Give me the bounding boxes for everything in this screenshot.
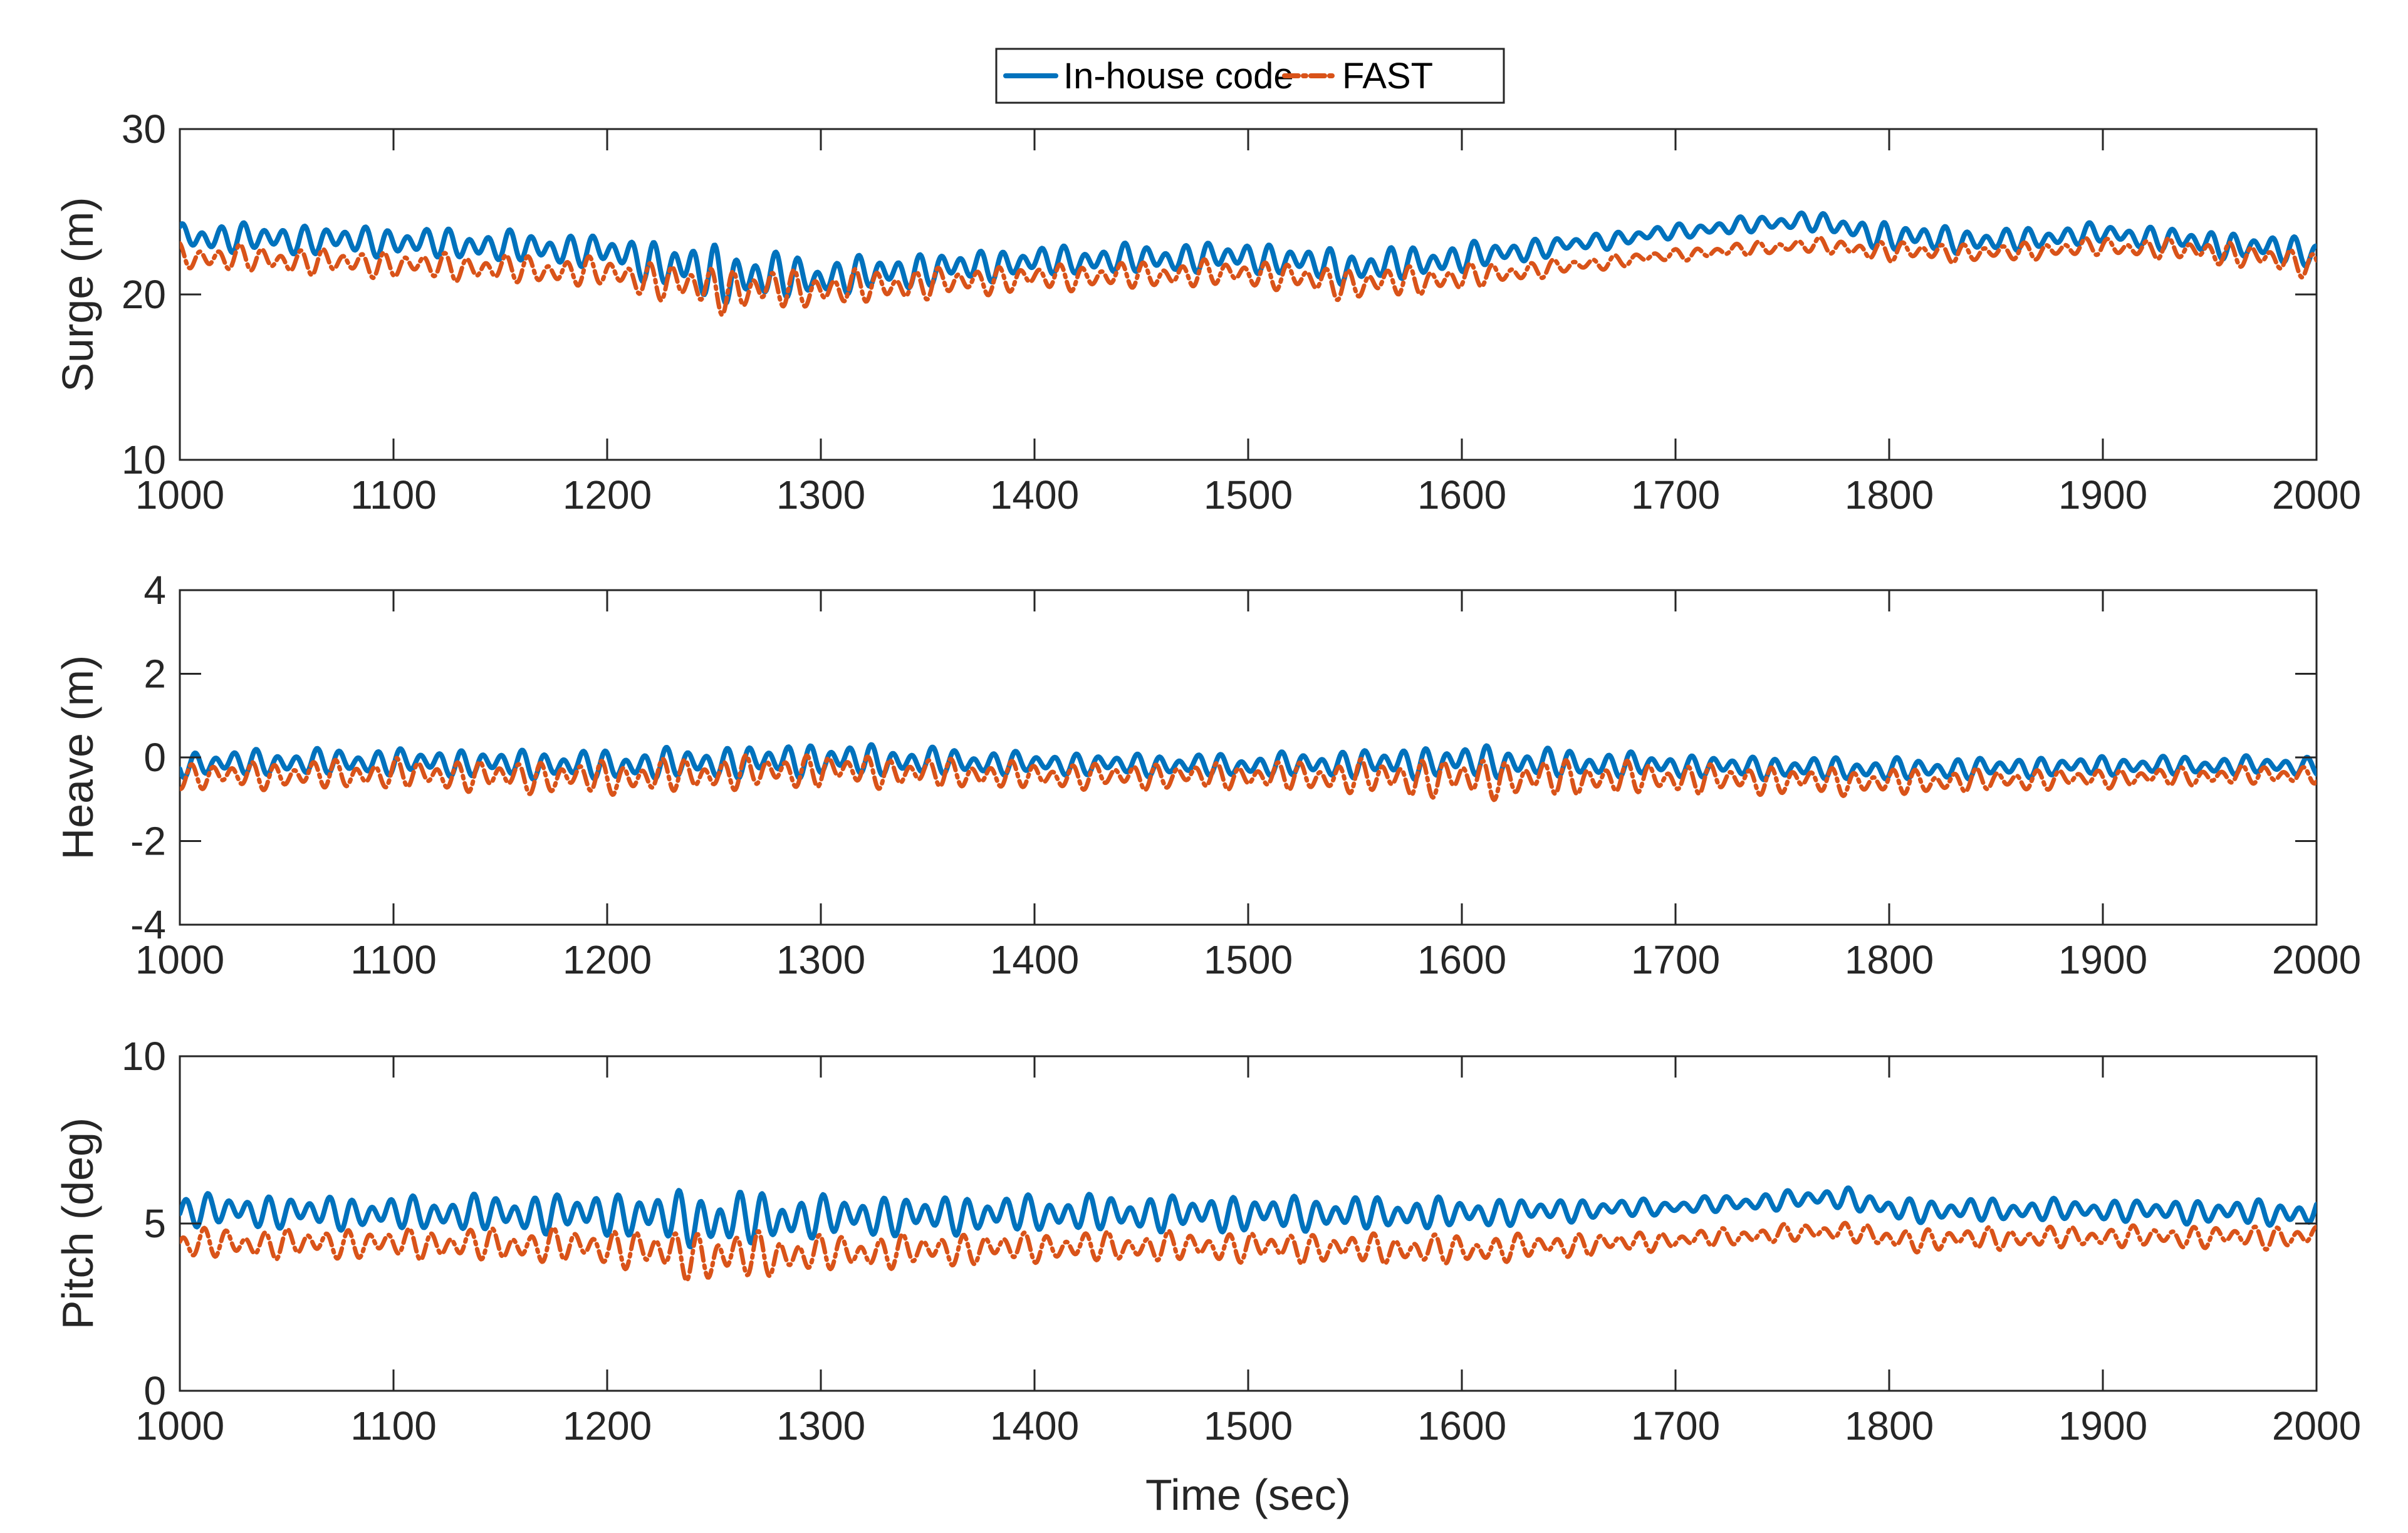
pitch-xtick-label: 1800 <box>1845 1403 1934 1448</box>
pitch-xtick-label: 1600 <box>1417 1403 1506 1448</box>
heave-ytick-label: 0 <box>143 735 166 780</box>
heave-xtick-label: 1500 <box>1204 937 1293 982</box>
surge-xtick-label: 1100 <box>350 472 437 517</box>
pitch-series-in-house-code <box>180 1185 2317 1250</box>
surge-xtick-label: 2000 <box>2272 472 2361 517</box>
legend-box <box>995 48 1505 104</box>
heave-xtick-label: 1900 <box>2058 937 2147 982</box>
legend-label-in-house-code: In-house code <box>1063 56 1294 96</box>
heave-xtick-label: 2000 <box>2272 937 2361 982</box>
pitch-xtick-label: 1100 <box>350 1403 437 1448</box>
pitch-xlabel: Time (sec) <box>1145 1470 1351 1519</box>
legend: In-house code FAST <box>995 48 1505 104</box>
pitch-xtick-label: 1200 <box>563 1403 652 1448</box>
pitch-ytick-label: 10 <box>122 1034 166 1079</box>
surge-xtick-label: 1300 <box>776 472 865 517</box>
heave-xtick-label: 1600 <box>1417 937 1506 982</box>
surge-xtick-label: 1000 <box>135 472 224 517</box>
heave-ytick-label: 2 <box>143 652 166 697</box>
surge-ytick-label: 10 <box>122 437 166 482</box>
heave-ylabel: Heave (m) <box>53 655 102 860</box>
surge-axes-box <box>179 128 2318 461</box>
pitch-xtick-label: 1900 <box>2058 1403 2147 1448</box>
pitch-series-fast <box>180 1220 2317 1283</box>
surge-series-fast <box>180 235 2317 317</box>
surge-xtick-label: 1700 <box>1631 472 1720 517</box>
surge-ytick-label: 20 <box>122 272 166 317</box>
heave-xtick-label: 1200 <box>563 937 652 982</box>
pitch-xtick-label: 1300 <box>776 1403 865 1448</box>
heave-xtick-label: 1700 <box>1631 937 1720 982</box>
surge-ylabel: Surge (m) <box>53 197 102 392</box>
heave-series-fast <box>180 753 2317 803</box>
heave-xtick-label: 1300 <box>776 937 865 982</box>
heave-ytick-label: 4 <box>143 568 166 613</box>
surge-xtick-label: 1800 <box>1845 472 1934 517</box>
pitch-xtick-label: 1700 <box>1631 1403 1720 1448</box>
surge-panel: 1000 1100 1200 1300 1400 1500 1600 1700 1800 1900… <box>53 107 2361 517</box>
heave-xtick-label: 1100 <box>350 937 437 982</box>
pitch-ytick-label: 5 <box>143 1201 166 1246</box>
pitch-xtick-label: 1400 <box>990 1403 1079 1448</box>
pitch-panel: 1000 1100 1200 1300 1400 1500 1600 1700 1800 1900… <box>53 1034 2361 1519</box>
surge-xtick-label: 1900 <box>2058 472 2147 517</box>
heave-xtick-label: 1000 <box>135 937 224 982</box>
heave-ytick-label: -4 <box>130 902 166 947</box>
pitch-xtick-label: 1500 <box>1204 1403 1293 1448</box>
surge-xtick-label: 1200 <box>563 472 652 517</box>
surge-xtick-label: 1500 <box>1204 472 1293 517</box>
surge-ytick-label: 30 <box>122 107 166 152</box>
surge-xtick-label: 1400 <box>990 472 1079 517</box>
heave-ytick-label: -2 <box>130 819 166 864</box>
surge-xtick-label: 1600 <box>1417 472 1506 517</box>
pitch-ytick-label: 0 <box>143 1368 166 1413</box>
heave-panel: 1000 1100 1200 1300 1400 1500 1600 1700 1800 1900… <box>53 568 2361 982</box>
pitch-xtick-label: 1000 <box>135 1403 224 1448</box>
pitch-xtick-label: 2000 <box>2272 1403 2361 1448</box>
legend-label-fast: FAST <box>1342 56 1433 96</box>
pitch-ylabel: Pitch (deg) <box>53 1118 102 1329</box>
heave-axes-box <box>179 589 2318 926</box>
heave-xtick-label: 1800 <box>1845 937 1934 982</box>
heave-xtick-label: 1400 <box>990 937 1079 982</box>
